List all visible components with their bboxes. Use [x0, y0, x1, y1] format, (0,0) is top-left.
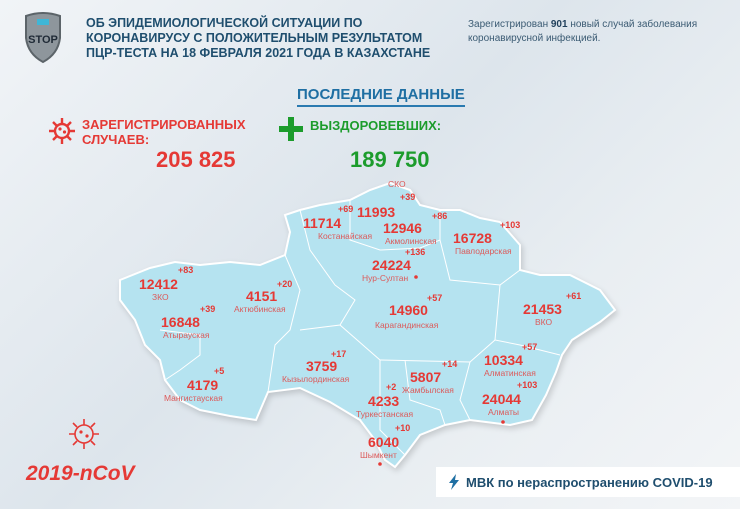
ncov-label: 2019-nCoV	[26, 462, 135, 485]
region-cases: 24224	[372, 257, 411, 273]
registered-label: ЗАРЕГИСТРИРОВАННЫХ СЛУЧАЕВ:	[82, 117, 246, 147]
svg-text:STOP: STOP	[28, 34, 58, 46]
region-name: Кызылординская	[282, 374, 350, 384]
region-borders	[159, 200, 561, 456]
region-name: ВКО	[535, 317, 553, 327]
region-cases: 4151	[246, 288, 278, 304]
region-new-cases: +39	[400, 192, 416, 202]
region-new-cases: +61	[566, 291, 582, 301]
region-name: СКО	[388, 179, 406, 189]
region-new-cases: +69	[338, 204, 354, 214]
registered-label-line: СЛУЧАЕВ:	[82, 132, 150, 147]
region-name: Мангистауская	[164, 393, 223, 403]
region-name: Акмолинская	[385, 236, 437, 246]
footer-banner: МВК по нераспространению COVID-19	[436, 467, 740, 497]
region-new-cases: +2	[386, 382, 397, 392]
note-count: 901	[550, 19, 568, 30]
region-cases: 4179	[187, 377, 219, 393]
region-new-cases: +57	[427, 293, 443, 303]
region-name: Нур-Султан	[362, 273, 409, 283]
virus-icon	[49, 118, 75, 144]
region-new-cases: +10	[395, 423, 411, 433]
region-name: ЗКО	[152, 292, 169, 302]
title-line: ПЦР-ТЕСТА НА 18 ФЕВРАЛЯ 2021 ГОДА В КАЗА…	[86, 46, 431, 60]
region-name: Жамбылская	[402, 385, 454, 395]
region-new-cases: +86	[432, 211, 448, 221]
recovered-value: 189 750	[350, 147, 430, 172]
registered-value: 205 825	[156, 147, 236, 172]
region-name: Алматинская	[484, 368, 536, 378]
coronavirus-icon	[69, 419, 99, 449]
region-new-cases: +5	[214, 366, 225, 376]
region-new-cases: +14	[442, 359, 458, 369]
map-shape	[119, 181, 617, 469]
region-cases: 10334	[484, 352, 523, 368]
region-cases: 6040	[368, 434, 400, 450]
region-cases: 12946	[383, 220, 422, 236]
region-name: Карагандинская	[375, 320, 439, 330]
region-new-cases: +103	[500, 220, 521, 230]
region-new-cases: +20	[277, 279, 293, 289]
region-new-cases: +136	[405, 247, 426, 257]
region-name: Атырауская	[163, 330, 210, 340]
region-cases: 16848	[161, 314, 200, 330]
region-cases: 3759	[306, 358, 338, 374]
region-name: Шымкент	[360, 450, 397, 460]
page-title: ОБ ЭПИДЕМИОЛОГИЧЕСКОЙ СИТУАЦИИ ПО КОРОНА…	[86, 16, 456, 61]
region-name: Костанайская	[318, 231, 373, 241]
latest-data-heading: ПОСЛЕДНИЕ ДАННЫЕ	[297, 86, 465, 107]
note-suffix: новый случай заболевания коронавирусной …	[468, 19, 698, 44]
note-prefix: Зарегистрирован	[468, 19, 551, 30]
region-cases: 16728	[453, 230, 492, 246]
new-cases-note: Зарегистрирован 901 новый случай заболев…	[468, 18, 728, 46]
region-new-cases: +17	[331, 349, 347, 359]
region-cases: 14960	[389, 302, 428, 318]
region-cases: 11714	[303, 215, 342, 231]
region-new-cases: +57	[522, 342, 538, 352]
region-name: Актюбинская	[234, 304, 286, 314]
stop-logo: STOP	[25, 12, 61, 64]
region-cases: 12412	[139, 276, 178, 292]
plus-icon	[279, 117, 303, 141]
region-cases: 11993	[357, 204, 396, 220]
region-cases: 5807	[410, 369, 442, 385]
region-cases: 24044	[482, 391, 521, 407]
title-line: КОРОНАВИРУСУ С ПОЛОЖИТЕЛЬНЫМ РЕЗУЛЬТАТОМ	[86, 31, 423, 45]
recovered-label: ВЫЗДОРОВЕВШИХ:	[310, 118, 442, 133]
region-new-cases: +39	[200, 304, 216, 314]
region-new-cases: +103	[517, 380, 538, 390]
registered-label-line: ЗАРЕГИСТРИРОВАННЫХ	[82, 117, 246, 132]
region-name: Туркестанская	[356, 409, 414, 419]
region-name: Алматы	[488, 407, 520, 417]
title-line: ОБ ЭПИДЕМИОЛОГИЧЕСКОЙ СИТУАЦИИ ПО	[86, 16, 363, 30]
region-cases: 21453	[523, 301, 562, 317]
region-new-cases: +83	[178, 265, 194, 275]
region-cases: 4233	[368, 393, 400, 409]
lightning-icon	[449, 474, 459, 490]
region-name: Павлодарская	[455, 246, 512, 256]
banner-text: МВК по нераспространению COVID-19	[466, 474, 713, 490]
